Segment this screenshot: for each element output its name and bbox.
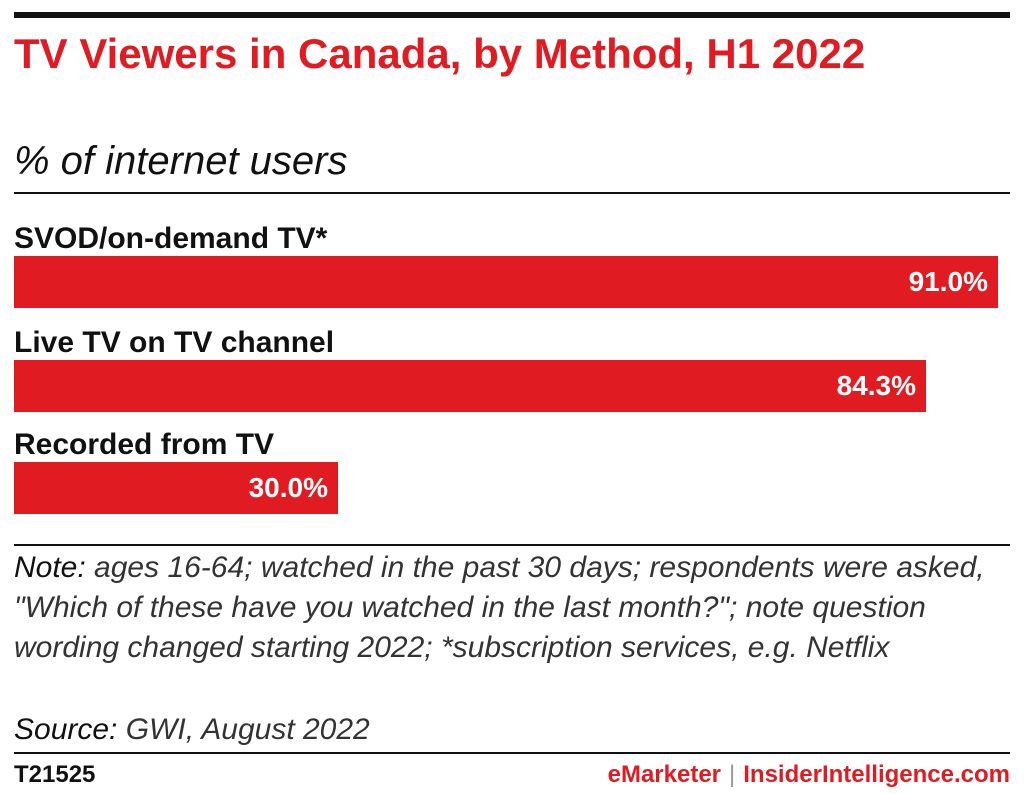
brand-separator: |: [729, 761, 736, 788]
note-lead: Note:: [14, 551, 86, 584]
footer-rule: [14, 752, 1010, 754]
bar: [14, 256, 998, 308]
brand-footer: eMarketer | InsiderIntelligence.com: [608, 760, 1010, 790]
bar-category-label: Live TV on TV channel: [14, 326, 335, 359]
brand-insider-intelligence: InsiderIntelligence.com: [743, 761, 1010, 788]
bar-value-label: 30.0%: [248, 472, 328, 503]
note-rule: [14, 544, 1010, 546]
bar-category-label: Recorded from TV: [14, 428, 275, 461]
bar-value-label: 91.0%: [908, 266, 988, 297]
source-lead: Source:: [14, 713, 118, 746]
bar: [14, 462, 338, 514]
chart-id: T21525: [14, 761, 96, 788]
subtitle-rule: [14, 192, 1010, 194]
bar: [14, 360, 926, 412]
chart-title: TV Viewers in Canada, by Method, H1 2022: [14, 30, 866, 77]
bar-category-label: SVOD/on-demand TV*: [14, 222, 328, 255]
chart-note: Note: ages 16-64; watched in the past 30…: [14, 548, 1010, 668]
chart-source: Source: GWI, August 2022: [14, 710, 370, 750]
source-text: GWI, August 2022: [117, 713, 370, 746]
chart-subtitle: % of internet users: [14, 139, 348, 183]
top-rule: [14, 12, 1010, 18]
bar-value-label: 84.3%: [836, 370, 916, 401]
note-text: ages 16-64; watched in the past 30 days;…: [14, 551, 985, 664]
brand-emarketer: eMarketer: [607, 761, 722, 788]
